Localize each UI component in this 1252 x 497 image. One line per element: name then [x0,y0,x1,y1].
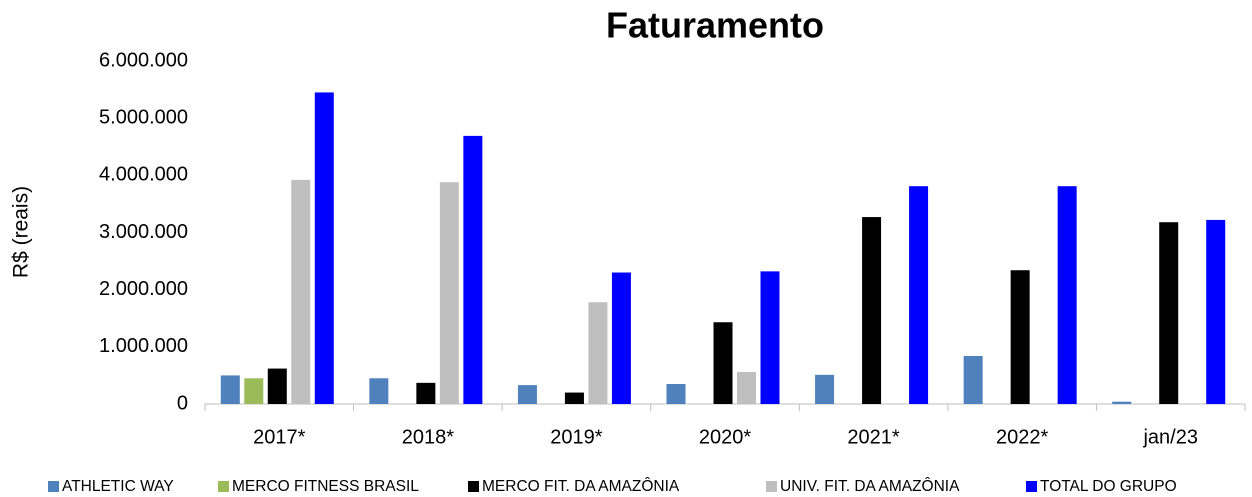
y-tick-label: 1.000.000 [99,335,188,357]
chart-title: Faturamento [606,5,824,46]
legend-label: ATHLETIC WAY [62,478,174,495]
bar [862,217,882,404]
bar [463,135,483,404]
bar [267,368,287,404]
bar [220,375,240,404]
bar [1010,270,1030,404]
legend-swatch [48,481,59,492]
bar [291,179,311,404]
bar [666,383,686,404]
bar [416,382,436,404]
bar [909,186,929,404]
x-tick-label: 2021* [847,426,899,448]
y-tick-label: 3.000.000 [99,221,188,243]
y-tick-label: 4.000.000 [99,164,188,186]
x-tick-label: 2022* [996,426,1048,448]
legend-swatch [1026,481,1037,492]
bar [369,378,389,404]
legend-swatch [468,481,479,492]
x-tick-label: 2017* [253,426,305,448]
bar [1159,222,1179,404]
legend-swatch [766,481,777,492]
legend-swatch [218,481,229,492]
bar [564,392,584,404]
x-tick-label: 2019* [550,426,602,448]
bar [1057,186,1077,404]
bar [611,272,631,404]
y-tick-label: 0 [177,392,188,414]
bar [244,378,264,404]
bar [1206,219,1226,404]
bar [713,322,733,404]
y-axis-label: R$ (reais) [10,186,33,278]
x-tick-label: jan/23 [1142,426,1198,448]
bar [1112,401,1132,404]
bar [517,385,537,404]
bar [737,371,756,404]
bar [760,271,780,404]
legend-label: UNIV. FIT. DA AMAZÔNIA [780,478,960,495]
y-tick-label: 6.000.000 [99,49,188,71]
legend-label: MERCO FIT. DA AMAZÔNIA [482,478,680,495]
x-tick-label: 2018* [402,426,454,448]
bar [439,182,459,404]
y-tick-label: 2.000.000 [99,278,188,300]
y-tick-label: 5.000.000 [99,106,188,128]
bar [963,355,983,404]
legend-label: MERCO FITNESS BRASIL [232,478,419,495]
x-tick-label: 2020* [699,426,751,448]
bar [815,374,835,404]
bar [588,302,608,404]
bar [314,92,334,405]
legend-label: TOTAL DO GRUPO [1040,478,1177,495]
